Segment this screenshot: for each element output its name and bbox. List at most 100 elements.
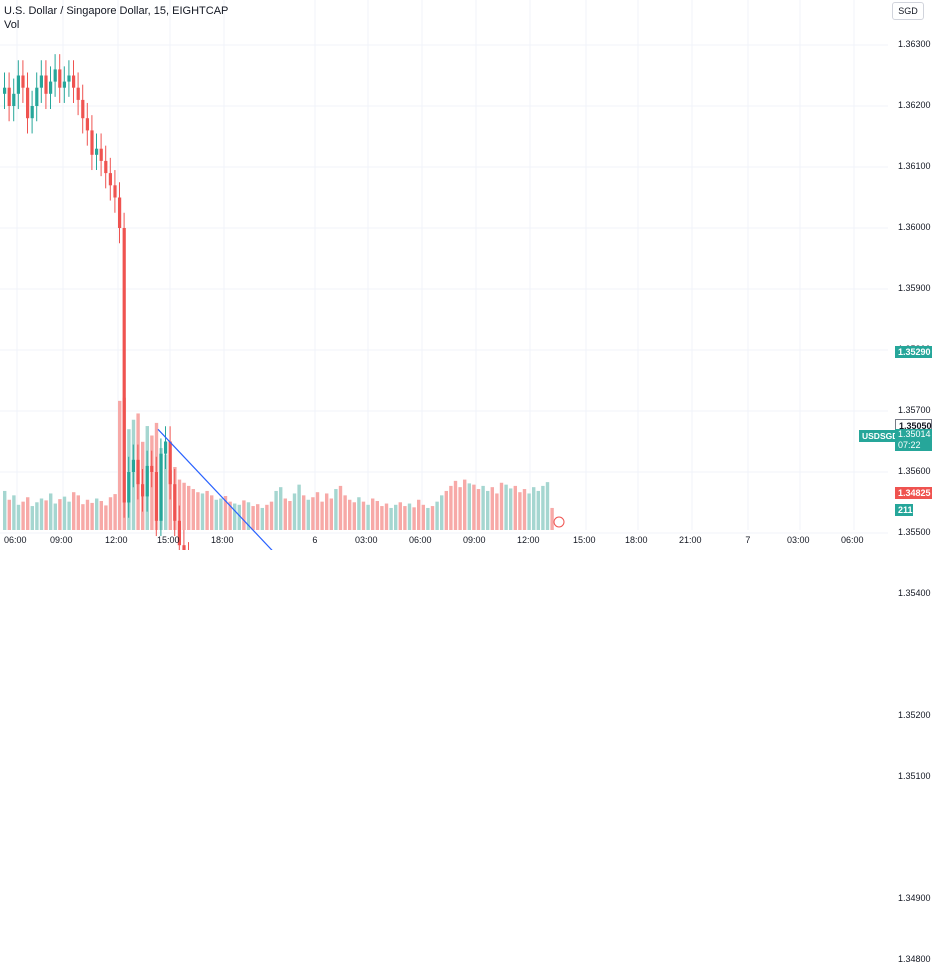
volume-bar (58, 499, 62, 530)
candle-body (154, 472, 158, 521)
volume-bar (85, 499, 90, 530)
candle-body (159, 453, 163, 521)
volume-bar (380, 506, 384, 530)
volume-bar (219, 498, 223, 530)
volume-bar (90, 502, 94, 530)
candle-body (85, 118, 89, 131)
volume-bar (375, 501, 379, 530)
time-tick-label: 09:00 (463, 535, 486, 545)
volume-bar (99, 501, 103, 530)
volume-bar (164, 454, 168, 530)
volume-bar (108, 497, 113, 530)
candle-body (44, 75, 48, 94)
candle-body (173, 484, 177, 521)
currency-button[interactable]: SGD (892, 2, 924, 20)
volume-bar (509, 488, 513, 530)
time-tick-label: 12:00 (517, 535, 540, 545)
volume-bar (200, 493, 205, 530)
volume-bar (403, 506, 407, 530)
volume-bar (407, 503, 412, 530)
candle-body (141, 484, 145, 497)
bar-countdown: 07:22 (898, 440, 921, 450)
candle-body (90, 130, 94, 155)
volume-bar (269, 501, 274, 530)
volume-bar (518, 492, 522, 530)
volume-bar (348, 499, 352, 530)
time-tick-label: 03:00 (787, 535, 810, 545)
volume-bar (435, 501, 439, 530)
symbol-title[interactable]: U.S. Dollar / Singapore Dollar, 15, EIGH… (4, 5, 229, 17)
volume-bar (237, 504, 241, 530)
candle-body (67, 75, 71, 82)
volume-bar (499, 482, 504, 530)
volume-bar (205, 490, 209, 530)
volume-bar (53, 503, 57, 530)
volume-bar (550, 507, 554, 530)
volume-indicator-label[interactable]: Vol (4, 19, 20, 31)
candle-body (26, 87, 30, 119)
volume-bar (196, 492, 200, 530)
volume-bar (49, 493, 53, 530)
price-tick-label: 1.35400 (898, 588, 931, 598)
volume-bar (320, 501, 324, 530)
candle-body (104, 160, 108, 174)
volume-bar (458, 487, 462, 530)
volume-bar (214, 499, 218, 530)
volume-bar (417, 499, 421, 530)
volume-bar (306, 499, 310, 530)
candle-body (131, 459, 135, 472)
volume-bar (223, 495, 228, 530)
volume-bar (325, 493, 329, 530)
time-tick-label: 06:00 (4, 535, 27, 545)
volume-bar (329, 498, 333, 530)
volume-bar (44, 500, 48, 530)
time-tick-label: 15:00 (157, 535, 180, 545)
volume-bar (251, 506, 255, 530)
candle-body (145, 465, 149, 497)
volume-bar (242, 500, 246, 530)
candle-body (16, 75, 20, 94)
volume-bar (467, 483, 471, 530)
volume-bar (168, 470, 172, 530)
volume-bar (12, 495, 16, 530)
volume-bar (426, 507, 430, 530)
time-tick-label: 21:00 (679, 535, 702, 545)
time-tick-label: 09:00 (50, 535, 73, 545)
candle-body (39, 75, 43, 88)
volume-bar (513, 485, 517, 530)
volume-bar (536, 490, 540, 530)
volume-bar (67, 501, 71, 530)
volume-bar (182, 482, 186, 530)
price-tick-label: 1.35200 (898, 710, 931, 720)
volume-bar (527, 493, 531, 530)
volume-bar (39, 498, 44, 530)
symbol-tag: USDSGD (859, 430, 902, 442)
volume-bar (62, 496, 67, 530)
time-tick-label: 06:00 (409, 535, 432, 545)
time-tick-label: 03:00 (355, 535, 378, 545)
candle-body (76, 87, 80, 100)
volume-bar (177, 479, 182, 530)
time-tick-label: 06:00 (841, 535, 864, 545)
volume-bar (228, 501, 232, 530)
volume-bar (463, 479, 467, 530)
volume-bar (210, 495, 214, 530)
volume-bar (389, 507, 393, 530)
volume-bar (283, 498, 287, 530)
volume-bar (104, 505, 108, 530)
price-tick-label: 1.36000 (898, 222, 931, 232)
price-tick-label: 1.36200 (898, 100, 931, 110)
volume-bar (302, 495, 306, 530)
volume-bar (486, 490, 490, 530)
volume-bar (398, 502, 402, 530)
volume-value-tag: 211 (895, 504, 913, 516)
price-tick-label: 1.35500 (898, 527, 931, 537)
volume-bar (541, 485, 545, 530)
volume-bar (394, 504, 398, 530)
price-tick-label: 1.35900 (898, 283, 931, 293)
candle-body (127, 472, 131, 503)
volume-bar (421, 504, 425, 530)
volume-bar (384, 503, 389, 530)
